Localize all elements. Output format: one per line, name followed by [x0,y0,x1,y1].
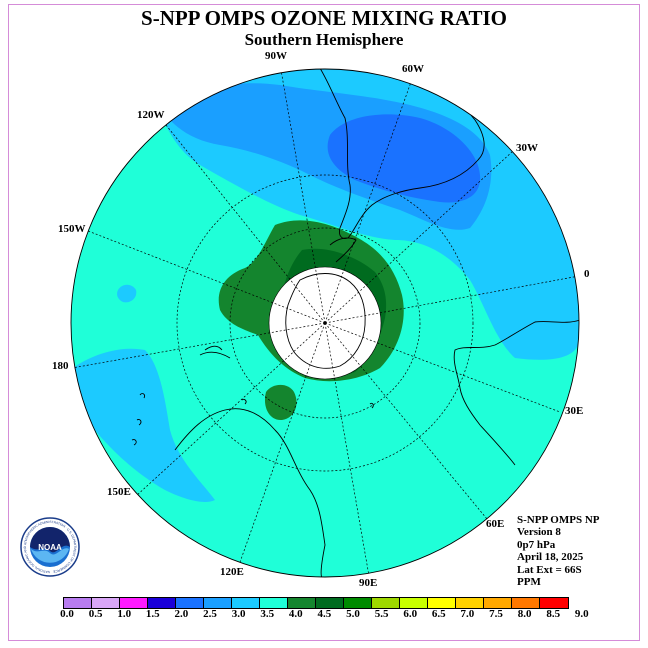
figure-border [8,4,640,641]
colorbar-swatch [232,598,260,608]
colorbar-label: 8.0 [517,608,532,620]
colorbar-label: 8.5 [546,608,561,620]
colorbar-label: 9.0 [574,608,589,620]
colorbar-swatch [120,598,148,608]
lon-label-60e: 60E [486,518,505,530]
meridian-30e [324,322,561,413]
lon-label-60w: 60W [402,63,424,75]
colorbar-label: 1.5 [145,608,160,620]
meridian-90w [280,69,326,324]
meridian-90e [324,322,370,577]
coastline-australia [174,408,326,577]
colorbar-swatch [92,598,120,608]
colorbar-label: 5.0 [346,608,360,620]
colorbar-label: 0.5 [88,608,103,620]
info-pressure: 0p7 hPa [517,538,556,551]
colorbar-label: 2.5 [203,608,217,620]
meridian-150e [134,322,326,498]
noaa-logo: NOAA NATIONAL OCEANIC AND ATMOSPHERIC AD… [20,517,80,577]
ozone-region-low-spot [117,284,137,303]
colorbar-label: 3.0 [231,608,246,620]
info-lat-ext: Lat Ext = 66S [517,563,582,576]
lon-label-90w: 90W [265,50,287,62]
colorbar-labels: 0.0 0.5 1.0 1.5 2.0 2.5 3.0 3.5 4.0 4.5 5.0 5.5 6.0 6… [0,608,648,622]
lon-label-30e: 30E [565,405,584,417]
colorbar-swatch [344,598,372,608]
lon-label-90e: 90E [359,577,378,589]
colorbar-label: 0.0 [60,608,74,620]
colorbar-label: 4.5 [317,608,332,620]
graticule [71,69,579,577]
colorbar-label: 1.0 [117,608,132,620]
lon-label-30w: 30W [516,142,538,154]
colorbar-label: 7.0 [460,608,475,620]
colorbar-swatch [512,598,540,608]
lon-label-150e: 150E [107,486,131,498]
coastline-africa [453,319,579,466]
lon-label-0: 0 [584,268,590,280]
colorbar-swatch [400,598,428,608]
latitude-circle-inner [229,227,421,419]
colorbar-label: 6.0 [403,608,418,620]
coastline-antarctica [285,273,366,369]
coastline-new-zealand [199,345,231,359]
info-instrument: S-NPP OMPS NP [517,514,600,526]
meridian-120e [238,322,326,566]
meridian-180 [71,322,326,369]
colorbar-label: 3.5 [260,608,275,620]
colorbar-swatch [176,598,204,608]
meridian-0 [324,275,579,324]
lon-label-180: 180 [52,360,69,372]
coastline-islands [131,393,374,446]
lon-label-120w: 120W [137,109,165,121]
latitude-circle-middle [176,174,474,472]
colorbar-swatch [148,598,176,608]
info-date: April 18, 2025 [517,551,584,564]
meridian-60w [324,81,412,324]
lon-label-120e: 120E [220,566,244,578]
colorbar-label: 7.5 [489,608,503,620]
colorbar-label: 4.0 [288,608,303,620]
info-version: Version 8 [517,526,561,539]
colorbar-swatch [260,598,288,608]
coastline-peninsula [329,237,357,263]
colorbar-swatch [316,598,344,608]
colorbar-swatch [540,598,568,608]
colorbar-swatch [64,598,92,608]
info-block: S-NPP OMPS NP Version 8 0p7 hPa April 18… [517,514,600,588]
ozone-region-low-southwest [71,348,215,502]
colorbar-swatch [204,598,232,608]
colorbar-swatch [288,598,316,608]
page-subtitle: Southern Hemisphere [244,30,404,49]
page-title: S-NPP OMPS OZONE MIXING RATIO [141,6,507,30]
colorbar-swatch [456,598,484,608]
ozone-region-high-blob [264,384,297,421]
meridian-30w [324,150,514,324]
ozone-region-lowest [327,114,481,203]
pole-marker [323,321,327,325]
colorbar [63,597,569,609]
lon-label-150w: 150W [58,223,86,235]
colorbar-swatch [372,598,400,608]
info-units: PPM [517,576,541,589]
noaa-logo-text: NOAA [38,543,62,552]
colorbar-label: 2.0 [174,608,189,620]
map-outline [70,68,580,578]
colorbar-label: 5.5 [374,608,389,620]
colorbar-swatch [428,598,456,608]
colorbar-label: 6.5 [431,608,446,620]
colorbar-swatch [484,598,512,608]
